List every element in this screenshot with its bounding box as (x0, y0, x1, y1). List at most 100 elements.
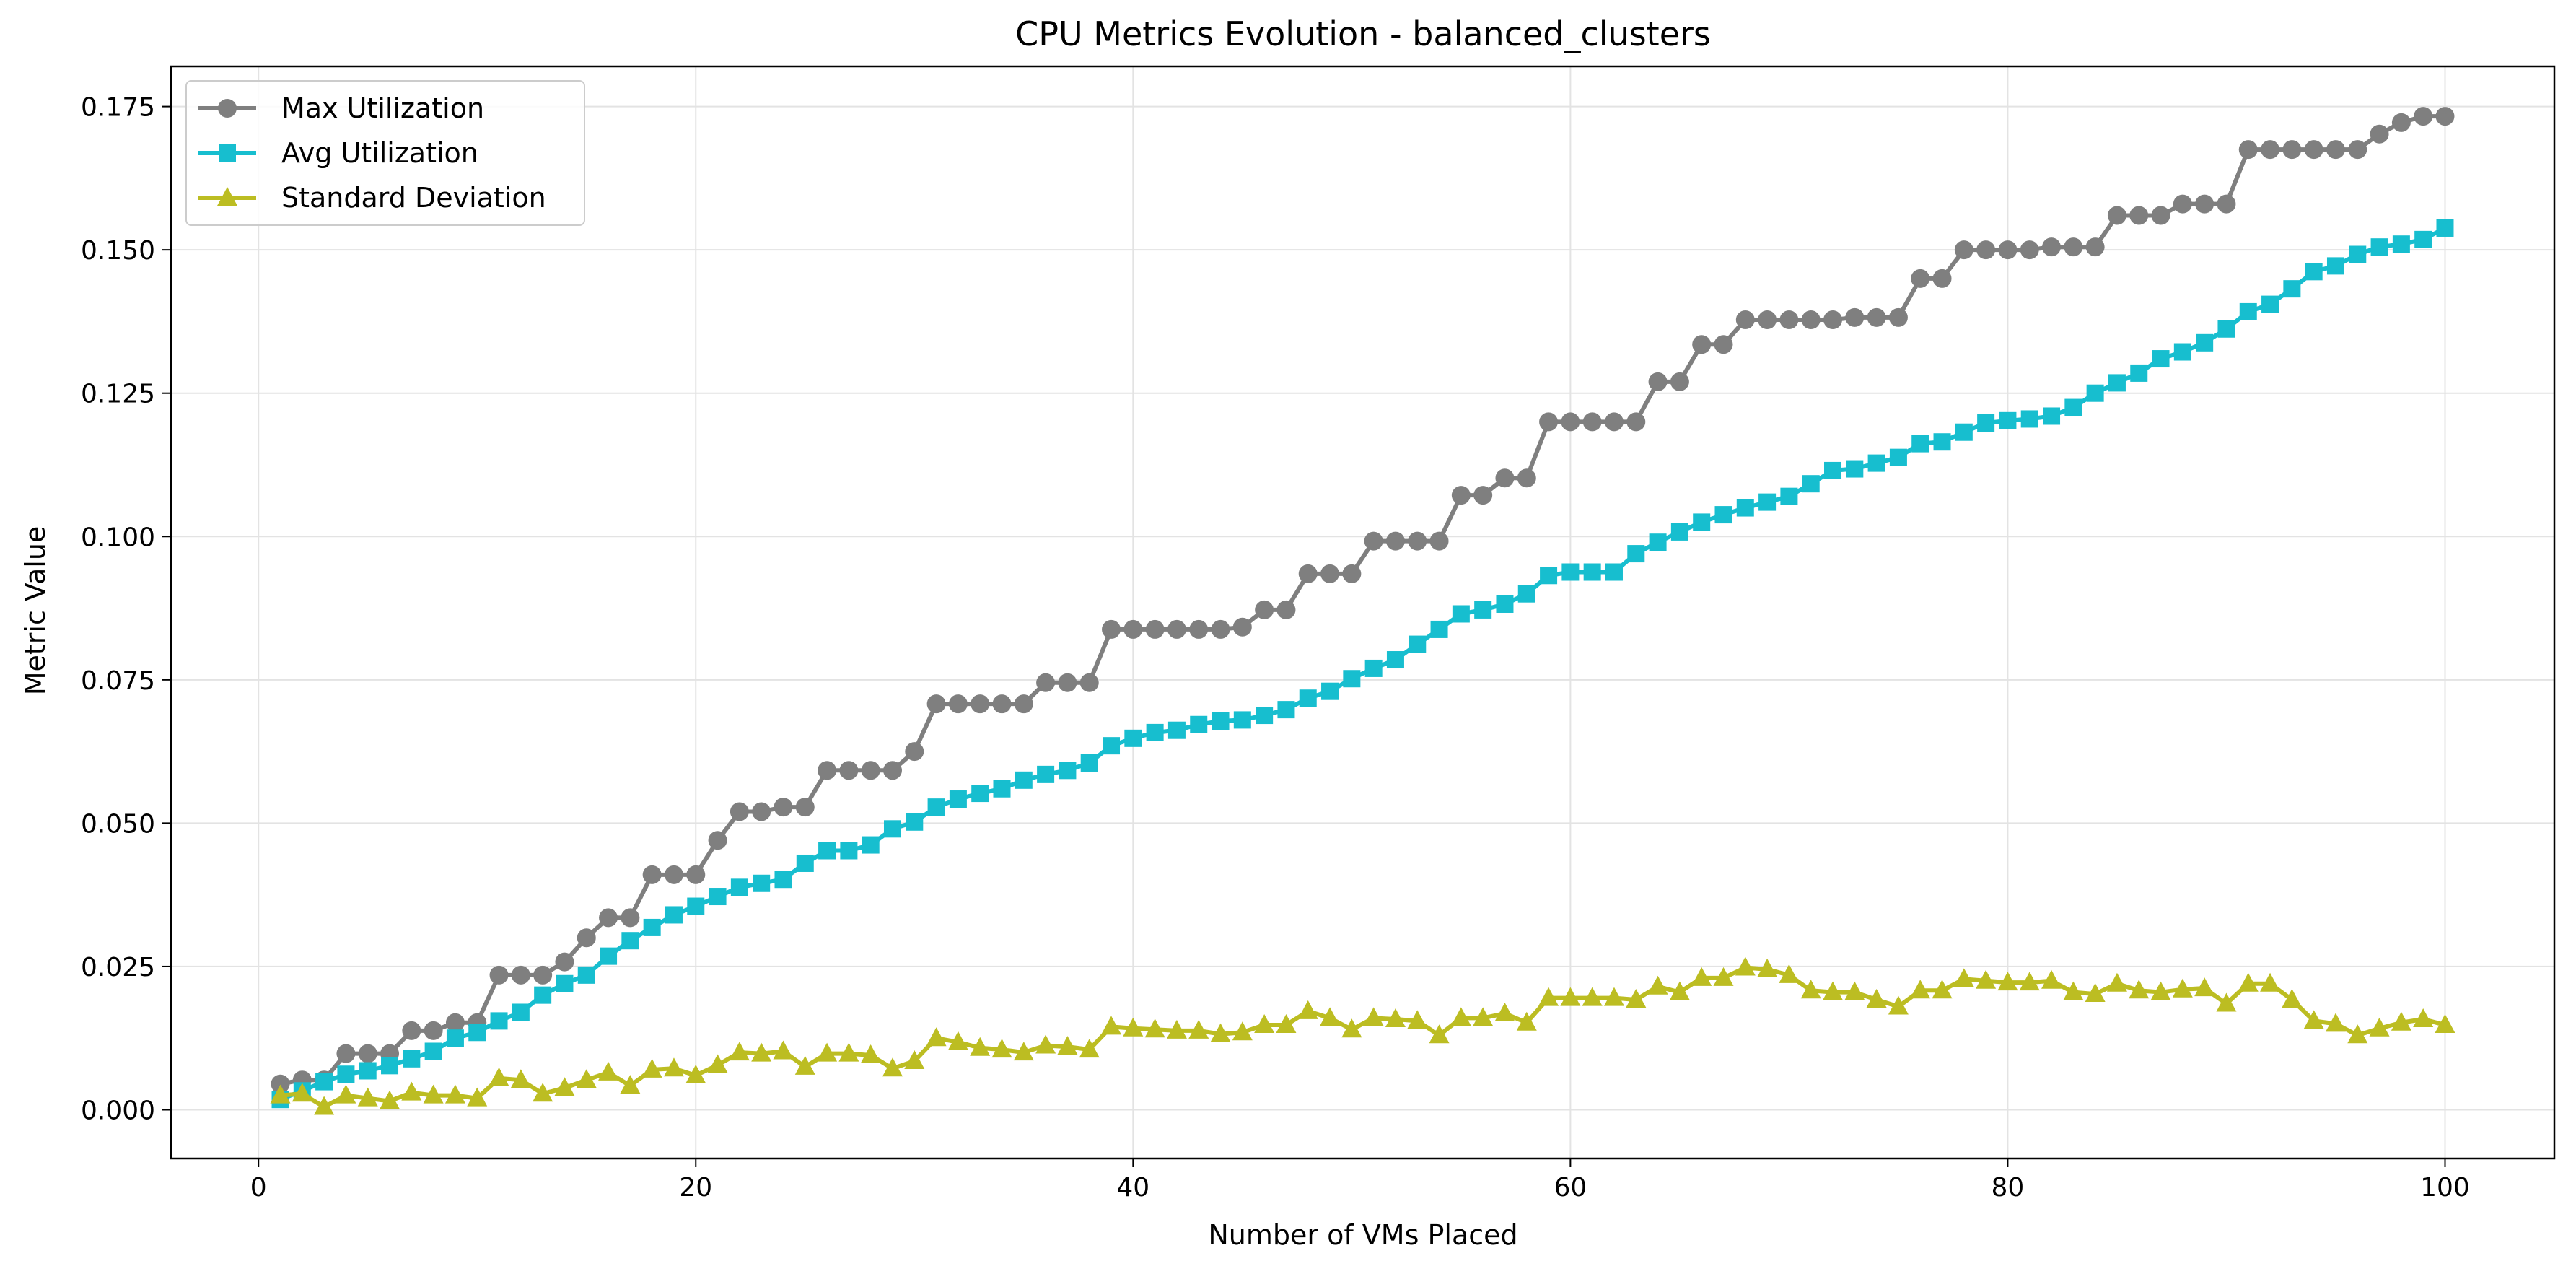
legend: Max Utilization Avg Utilization Standard D… (185, 80, 585, 226)
data-point (882, 761, 902, 780)
data-point (1233, 711, 1251, 729)
data-point (794, 1055, 815, 1075)
data-point (1714, 506, 1732, 524)
data-point (1166, 1019, 1187, 1039)
data-point (1123, 1017, 1144, 1037)
data-point (817, 1042, 838, 1062)
data-point (926, 694, 946, 714)
data-point (818, 842, 836, 860)
data-point (555, 952, 574, 972)
data-point (1626, 412, 1646, 432)
data-point (991, 1039, 1012, 1058)
data-point (1145, 619, 1165, 639)
data-point (1953, 968, 1974, 987)
data-point (444, 1084, 465, 1104)
data-point (2370, 238, 2388, 256)
data-point (1429, 1024, 1450, 1044)
data-point (511, 965, 530, 985)
data-point (1254, 1013, 1275, 1033)
data-point (2152, 350, 2170, 368)
data-point (1386, 651, 1404, 669)
data-point (1102, 619, 1121, 639)
data-point (2196, 333, 2214, 352)
data-point (1210, 1023, 1231, 1042)
data-point (2414, 230, 2432, 248)
legend-label: Max Utilization (281, 92, 484, 124)
data-point (1561, 412, 1580, 432)
data-point (1954, 240, 1973, 260)
data-point (2195, 194, 2214, 214)
data-point (752, 802, 771, 821)
data-point (1212, 712, 1230, 730)
data-point (948, 694, 968, 714)
data-point (1670, 523, 1688, 541)
data-point (357, 1087, 378, 1107)
data-point (641, 1058, 662, 1078)
data-point (1409, 635, 1427, 653)
data-point (1232, 617, 1252, 637)
data-point (2261, 140, 2280, 160)
data-point (1538, 987, 1559, 1006)
data-point (2020, 240, 2039, 260)
data-point (554, 1077, 575, 1096)
data-point (1101, 1016, 1122, 1035)
data-point (1123, 619, 1143, 639)
y-tick-label: 0.075 (81, 666, 155, 696)
data-point (2304, 140, 2323, 160)
data-point (1059, 762, 1077, 780)
data-point (380, 1090, 400, 1109)
data-point (1320, 564, 1340, 583)
data-point (1079, 673, 1099, 692)
data-point (1320, 1007, 1341, 1026)
data-point (1298, 564, 1318, 583)
data-point (861, 761, 880, 780)
data-point (620, 1075, 641, 1094)
data-point (359, 1062, 377, 1080)
data-point (1452, 605, 1470, 623)
data-point (774, 871, 792, 889)
data-point (2283, 280, 2301, 298)
data-point (1058, 673, 1077, 692)
chart-title: CPU Metrics Evolution - balanced_cluster… (1015, 14, 1711, 53)
data-point (337, 1065, 355, 1083)
data-point (687, 897, 705, 915)
y-axis-label: Metric Value (19, 526, 51, 696)
data-point (2041, 969, 2062, 989)
data-point (751, 1042, 772, 1062)
data-point (424, 1042, 442, 1060)
data-point (1866, 988, 1887, 1008)
data-point (1364, 531, 1383, 551)
data-point (2086, 384, 2104, 402)
series-3 (270, 956, 2455, 1115)
data-point (292, 1083, 312, 1102)
data-point (2348, 140, 2367, 160)
x-tick-label: 80 (1992, 1173, 2025, 1203)
legend-label: Avg Utilization (281, 137, 478, 169)
data-point (1998, 240, 2018, 260)
data-point (2020, 410, 2038, 428)
data-point (1758, 493, 1777, 511)
data-point (1713, 967, 1734, 986)
data-point (314, 1096, 335, 1115)
data-point (1976, 969, 1997, 989)
data-point (2129, 206, 2149, 225)
data-point (927, 798, 945, 816)
data-point (773, 1040, 794, 1060)
data-point (685, 1064, 706, 1083)
data-point (576, 1069, 597, 1088)
data-point (490, 1012, 508, 1030)
data-point (336, 1044, 356, 1063)
data-point (1341, 1018, 1362, 1038)
data-point (882, 1057, 903, 1077)
data-point (1429, 531, 1449, 551)
data-point (1037, 765, 1055, 783)
series-layer (270, 107, 2455, 1115)
data-point (1516, 1011, 1537, 1031)
data-point (621, 908, 640, 928)
data-point (1626, 988, 1647, 1008)
data-point (992, 694, 1012, 714)
data-point (1977, 414, 1995, 432)
series-line (279, 114, 2445, 1086)
data-point (445, 1013, 465, 1032)
data-point (1232, 1021, 1253, 1041)
